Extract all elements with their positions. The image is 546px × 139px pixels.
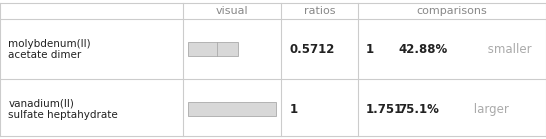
Text: comparisons: comparisons: [417, 6, 487, 16]
Text: ratios: ratios: [304, 6, 335, 16]
Text: 1.751: 1.751: [366, 103, 403, 116]
Text: 75.1%: 75.1%: [399, 103, 440, 116]
FancyBboxPatch shape: [188, 102, 276, 116]
Text: visual: visual: [216, 6, 248, 16]
Text: larger: larger: [470, 103, 508, 116]
Text: 1: 1: [289, 103, 298, 116]
Text: molybdenum(II)
acetate dimer: molybdenum(II) acetate dimer: [8, 39, 91, 60]
Text: 1: 1: [366, 43, 374, 56]
FancyBboxPatch shape: [188, 42, 238, 56]
Text: 42.88%: 42.88%: [399, 43, 448, 56]
Text: smaller: smaller: [484, 43, 531, 56]
Text: vanadium(II)
sulfate heptahydrate: vanadium(II) sulfate heptahydrate: [8, 98, 118, 120]
Text: 0.5712: 0.5712: [289, 43, 335, 56]
